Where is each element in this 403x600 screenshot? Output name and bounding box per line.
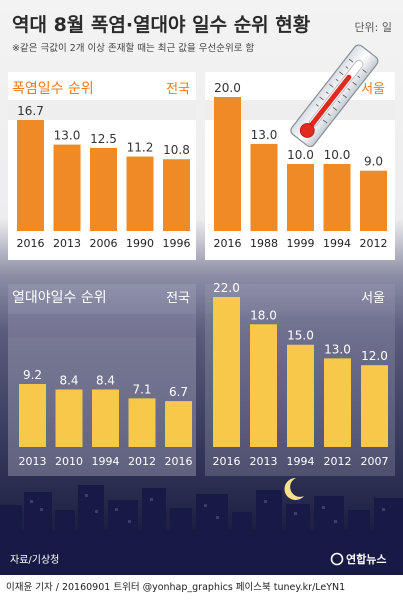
bar	[213, 297, 240, 447]
heat-seoul-chart: 20.0 2016 13.0 1988 10.0 1999 10.0 1994 9.0 2012	[214, 81, 388, 250]
bar	[287, 164, 314, 231]
bar	[214, 97, 241, 231]
bar-value-label: 9.0	[364, 155, 383, 169]
bar-value-label: 8.4	[59, 373, 78, 387]
bar-value-label: 6.7	[169, 385, 188, 399]
note-text: ※같은 극값이 2개 이상 존재할 때는 최근 값을 우선순위로 함	[12, 42, 254, 54]
bar-value-label: 9.2	[23, 368, 42, 382]
source-label: 자료/기상청	[10, 554, 59, 566]
bar-value-label: 10.8	[163, 143, 190, 157]
category-label: 2006	[90, 237, 118, 250]
category-label: 1990	[126, 237, 154, 250]
bar-value-label: 15.0	[287, 329, 314, 343]
category-label: 2012	[324, 455, 352, 468]
bar-value-label: 13.0	[324, 342, 351, 356]
bar	[323, 164, 351, 231]
bar	[360, 170, 387, 231]
bar-value-label: 22.0	[213, 281, 240, 295]
bar-value-label: 20.0	[214, 81, 241, 95]
night-seoul-region: 서울	[361, 291, 385, 306]
category-label: 2016	[17, 237, 45, 250]
category-label: 2012	[128, 455, 156, 468]
category-label: 2010	[55, 455, 83, 468]
bar	[361, 365, 388, 447]
thermometer-icon	[290, 44, 379, 148]
bar	[324, 358, 351, 447]
category-label: 2016	[165, 455, 193, 468]
night-national-chart: 9.2 2013 8.4 2010 8.4 1994 7.1 2012 6.7 2016	[19, 368, 193, 468]
page-title: 역대 8월 폭염·열대야 일수 순위 현황	[12, 13, 311, 36]
category-label: 1988	[250, 237, 278, 250]
category-label: 1999	[287, 237, 315, 250]
panel-heat-national-band	[8, 100, 196, 120]
bar-value-label: 18.0	[250, 308, 277, 322]
bar	[165, 401, 192, 447]
night-national-region: 전국	[166, 291, 190, 306]
category-label: 1994	[323, 237, 351, 250]
bar-value-label: 10.0	[324, 148, 351, 162]
tropical-nights-title: 열대야일수 순위	[12, 290, 107, 306]
footer-credit: 이재윤 기자 / 20160901 트위터 @yonhap_graphics 페…	[6, 581, 345, 593]
bar	[55, 389, 83, 447]
panel-night-national-band	[8, 314, 196, 338]
heat-national-region: 전국	[166, 82, 190, 97]
city-skyline-illustration	[0, 485, 403, 575]
bar-value-label: 13.0	[54, 129, 81, 143]
bar	[90, 147, 117, 231]
bar	[17, 120, 44, 231]
bar	[19, 384, 46, 447]
bar-value-label: 7.1	[132, 382, 151, 396]
category-label: 2007	[361, 455, 389, 468]
category-label: 1996	[163, 237, 191, 250]
category-label: 2013	[250, 455, 278, 468]
bar	[287, 344, 314, 447]
heat-days-title: 폭염일수 순위	[12, 81, 94, 97]
building-windows	[30, 494, 385, 523]
bar-value-label: 10.0	[287, 148, 314, 162]
night-seoul-chart: 22.0 2016 18.0 2013 15.0 1994 13.0 2012 12.0 2007	[213, 281, 389, 468]
bar	[250, 143, 278, 231]
bar	[128, 398, 156, 447]
bar-value-label: 12.5	[90, 132, 117, 146]
yonhap-logo: 연합뉴스	[330, 552, 386, 566]
category-label: 2013	[53, 237, 81, 250]
heat-national-chart: 16.7 2016 13.0 2013 12.5 2006 11.2 1990 10.8 1996	[17, 104, 191, 250]
bar-value-label: 12.0	[361, 349, 388, 363]
panel-heat-seoul-band	[205, 100, 395, 120]
footer-background	[0, 575, 403, 596]
unit-label: 단위: 일	[354, 20, 392, 34]
category-label: 2013	[19, 455, 47, 468]
moon-icon	[284, 477, 304, 500]
bar-value-label: 16.7	[17, 104, 44, 118]
category-label: 1994	[92, 455, 120, 468]
bar-value-label: 13.0	[251, 128, 278, 142]
category-label: 1994	[287, 455, 315, 468]
heat-seoul-region: 서울	[361, 82, 385, 97]
bar-value-label: 8.4	[96, 373, 115, 387]
category-label: 2012	[360, 237, 388, 250]
category-label: 2016	[213, 455, 241, 468]
bar	[126, 156, 154, 231]
logo-text: 연합뉴스	[346, 552, 386, 566]
bar	[163, 159, 190, 231]
category-label: 2016	[214, 237, 242, 250]
bar	[92, 389, 119, 447]
bar	[250, 324, 277, 447]
bar-value-label: 11.2	[127, 141, 154, 155]
bar	[53, 144, 81, 231]
